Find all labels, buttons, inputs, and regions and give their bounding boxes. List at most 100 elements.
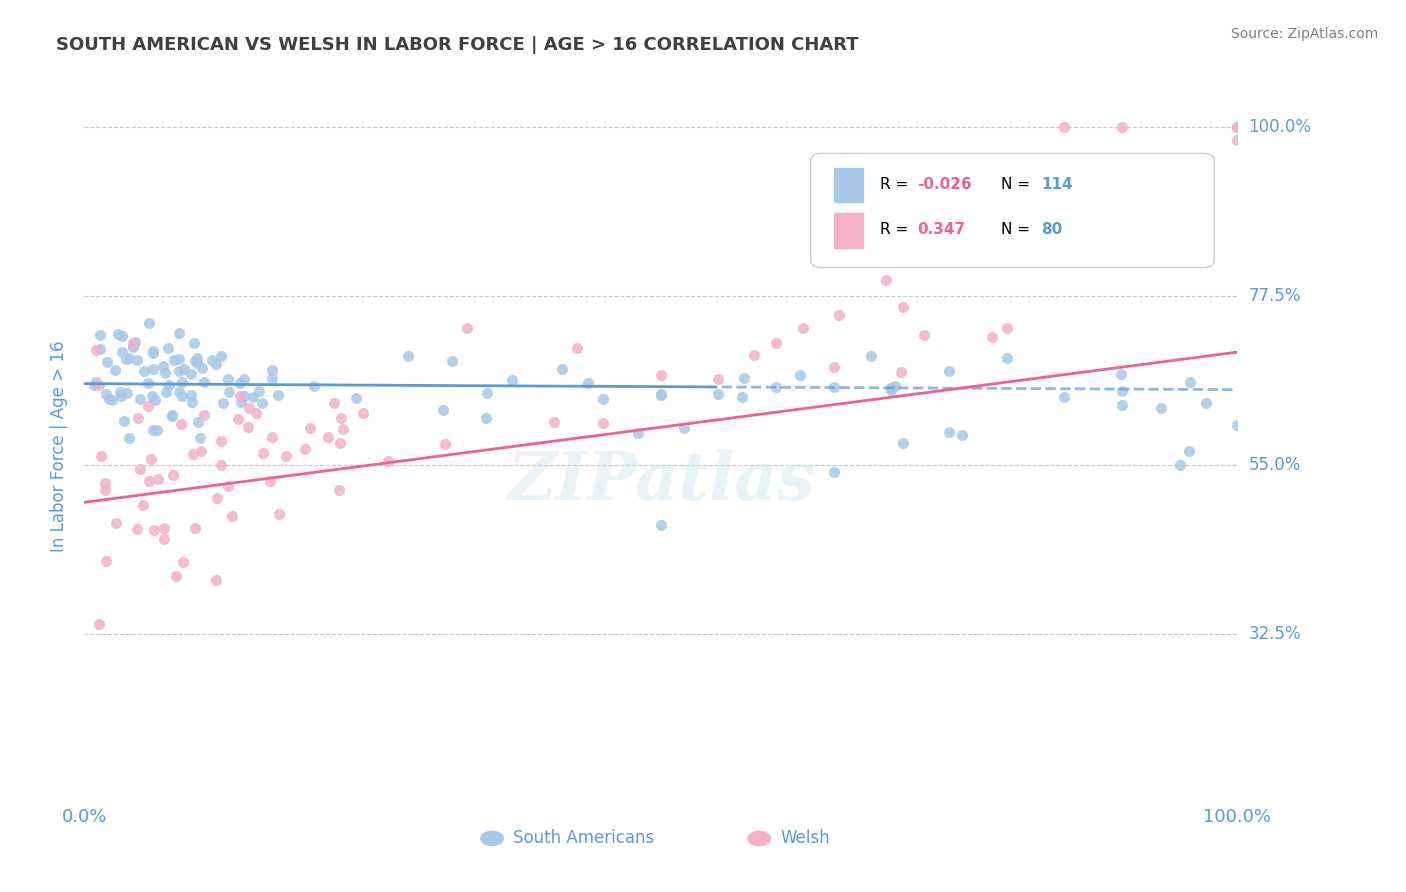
Point (97, 392, 120, 406)
Point (396, 349, 419, 363)
Point (200, 352, 222, 367)
Point (565, 341, 588, 355)
Point (252, 446, 274, 460)
Point (112, 414, 135, 428)
Point (142, 344, 165, 359)
Point (138, 475, 160, 489)
Point (107, 326, 129, 341)
Text: Source: ZipAtlas.com: Source: ZipAtlas.com (1230, 27, 1378, 41)
Point (332, 422, 354, 436)
Point (247, 384, 270, 399)
Point (204, 573, 226, 587)
Point (789, 368, 811, 382)
Point (184, 520, 207, 534)
Point (105, 516, 128, 530)
Point (83, 378, 105, 392)
Point (242, 390, 264, 404)
Point (232, 389, 254, 403)
Point (118, 351, 141, 365)
Text: ZIPatlas: ZIPatlas (508, 450, 814, 514)
Point (229, 395, 252, 409)
Point (132, 363, 155, 377)
Point (981, 330, 1004, 344)
Point (121, 337, 143, 351)
Point (142, 423, 165, 437)
Point (186, 356, 208, 370)
Point (1111, 367, 1133, 381)
Point (707, 387, 730, 401)
Point (153, 366, 176, 380)
Point (352, 406, 374, 420)
Point (229, 376, 252, 391)
Point (650, 517, 672, 532)
Point (859, 350, 882, 364)
Point (650, 387, 672, 401)
Point (87, 616, 110, 631)
Text: 100.0%: 100.0% (1249, 118, 1312, 136)
Point (1111, 232, 1133, 246)
Point (823, 210, 845, 224)
Point (125, 522, 148, 536)
Point (912, 327, 935, 342)
Point (1178, 444, 1201, 458)
Point (217, 372, 239, 386)
Point (456, 320, 478, 334)
Point (184, 354, 207, 368)
Point (294, 442, 316, 457)
Point (1226, 133, 1249, 147)
Point (1053, 120, 1076, 134)
Point (823, 380, 845, 394)
Point (121, 340, 143, 354)
Point (125, 353, 148, 368)
Point (650, 387, 672, 401)
Point (229, 389, 252, 403)
Point (890, 366, 912, 380)
FancyBboxPatch shape (811, 153, 1215, 268)
Point (1111, 398, 1133, 412)
Point (167, 351, 190, 366)
Point (84, 343, 107, 357)
Point (170, 417, 193, 432)
Point (330, 411, 353, 425)
Text: 55.0%: 55.0% (1249, 456, 1301, 474)
Point (89, 377, 111, 392)
Point (1053, 246, 1076, 260)
Point (183, 335, 205, 350)
Point (124, 334, 146, 349)
Point (141, 452, 163, 467)
Point (169, 364, 191, 378)
Point (163, 353, 186, 368)
Point (212, 396, 235, 410)
Point (181, 395, 204, 409)
Point (170, 375, 193, 389)
Point (1226, 120, 1249, 134)
Point (238, 401, 260, 415)
Point (127, 411, 149, 425)
FancyBboxPatch shape (834, 168, 863, 202)
Point (298, 421, 321, 435)
Point (328, 483, 350, 497)
Point (207, 491, 229, 506)
Point (880, 381, 903, 395)
Point (318, 430, 340, 444)
Point (731, 390, 754, 404)
Point (169, 326, 191, 341)
Point (142, 361, 165, 376)
Point (160, 408, 183, 422)
Point (1150, 401, 1173, 415)
Point (233, 372, 256, 386)
Point (172, 389, 194, 403)
Text: R =: R = (880, 222, 918, 237)
Point (110, 389, 132, 403)
Point (115, 352, 138, 367)
Point (118, 431, 141, 445)
Point (108, 384, 131, 399)
Point (136, 376, 159, 390)
Point (146, 423, 169, 437)
Point (162, 409, 184, 423)
Text: 32.5%: 32.5% (1249, 624, 1301, 643)
Text: 80: 80 (1042, 222, 1063, 237)
Point (880, 381, 903, 395)
Point (153, 532, 176, 546)
Point (1195, 396, 1218, 410)
